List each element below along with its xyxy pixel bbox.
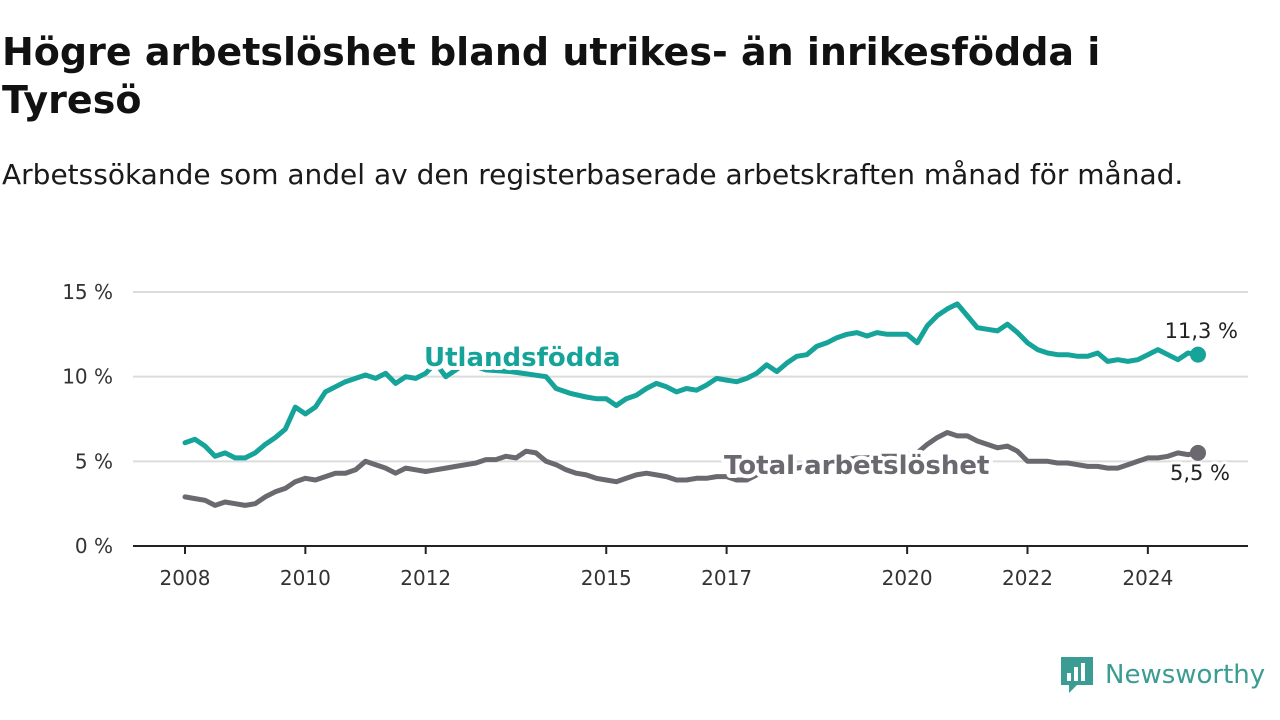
series-end-point-0 xyxy=(1190,346,1206,363)
y-tick-label: 0 % xyxy=(75,534,113,558)
chart-title: Högre arbetslöshet bland utrikes- än inr… xyxy=(2,30,1101,122)
x-axis: 2008 2010 2012 2015 2017 2020 2022 2024 xyxy=(133,545,1248,590)
series-line-1 xyxy=(182,430,1201,508)
grid-layer xyxy=(133,291,1248,463)
end-value-halo: 5,5 % xyxy=(1170,461,1230,485)
x-tick-label: 2008 xyxy=(160,566,211,590)
x-tick-label: 2024 xyxy=(1122,566,1173,590)
end-value-halo: 11,3 % xyxy=(1165,319,1238,343)
series-name-label: Utlandsfödda xyxy=(424,343,621,373)
series-layer xyxy=(182,301,1206,508)
series-name-halo: Total arbetslöshet xyxy=(724,451,989,481)
y-tick-label: 15 % xyxy=(62,280,113,304)
x-tick-label: 2020 xyxy=(882,566,933,590)
chart-subtitle: Arbetssökande som andel av den registerb… xyxy=(2,158,1184,191)
y-tick-label: 10 % xyxy=(62,365,113,389)
brand-name: Newsworthy xyxy=(1105,660,1266,690)
series-end-point-1 xyxy=(1190,444,1206,461)
x-tick-label: 2010 xyxy=(280,566,331,590)
brand-logo[interactable]: Newsworthy xyxy=(1059,654,1265,696)
series-name-label: Total arbetslöshet xyxy=(724,451,989,481)
x-tick-label: 2022 xyxy=(1002,566,1053,590)
end-value-label: 5,5 % xyxy=(1170,461,1230,485)
x-tick-label: 2015 xyxy=(581,566,632,590)
series-line-0 xyxy=(182,301,1201,461)
series-name-halo: Utlandsfödda xyxy=(424,343,621,373)
x-tick-label: 2017 xyxy=(701,566,752,590)
y-tick-label: 5 % xyxy=(75,449,113,473)
newsworthy-logo-icon xyxy=(1061,657,1093,693)
x-tick-label: 2012 xyxy=(400,566,451,590)
y-axis: 0 % 5 % 10 % 15 % xyxy=(62,280,113,558)
end-value-label: 11,3 % xyxy=(1165,319,1238,343)
